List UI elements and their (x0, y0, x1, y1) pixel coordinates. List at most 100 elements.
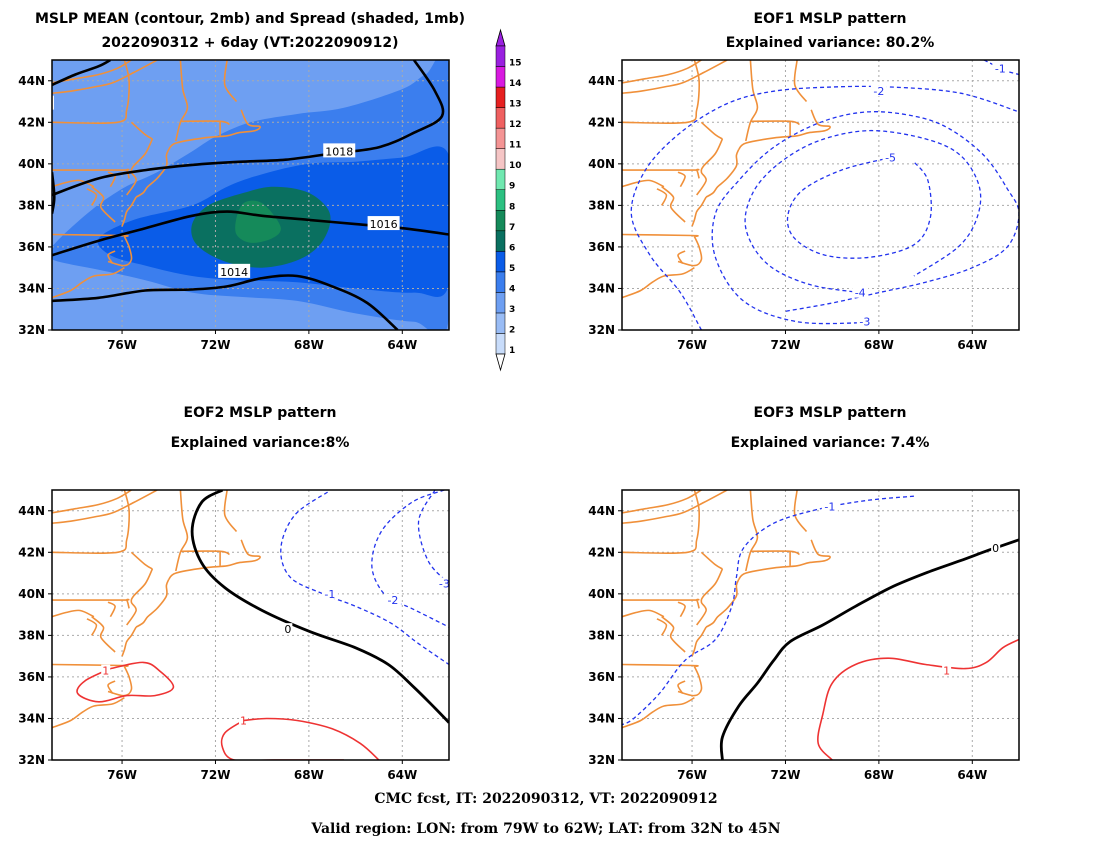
coastline (223, 490, 238, 533)
colorbar-swatch-11 (495, 127, 506, 149)
contour-label-box (283, 623, 293, 635)
colorbar-swatch-5 (495, 251, 506, 273)
colorbar-tick-label: 7 (509, 223, 515, 233)
x-tick-label: 68W (294, 768, 324, 782)
x-tick-label: 72W (771, 338, 801, 352)
coastline (661, 186, 686, 223)
y-tick-label: 42N (18, 115, 45, 129)
coastline (793, 60, 808, 103)
contour-label: 1 (240, 715, 247, 728)
coastline (700, 551, 723, 570)
y-tick-label: 32N (18, 323, 45, 337)
y-tick-label: 36N (18, 240, 45, 254)
contour-label: 0 (284, 623, 291, 636)
contour-label: 1018 (24, 98, 52, 111)
coastline (700, 121, 723, 140)
colorbar-tick-label: 14 (509, 79, 522, 89)
y-tick-label: 36N (18, 670, 45, 684)
colorbar-bottom-arrow (495, 353, 506, 372)
contour-label: -3 (439, 577, 450, 590)
y-tick-label: 44N (588, 504, 615, 518)
contour-label-box (991, 542, 1001, 554)
coastline (52, 168, 130, 179)
contour-label: 0 (992, 542, 999, 555)
coastline (135, 578, 170, 628)
coastline (130, 121, 153, 140)
y-tick-label: 40N (18, 587, 45, 601)
colorbar-tick-label: 12 (509, 120, 522, 130)
eof3-title: EOF3 MSLP pattern (754, 405, 907, 421)
y-tick-label: 38N (588, 628, 615, 642)
x-tick-label: 64W (387, 338, 417, 352)
contour-label: 1016 (370, 218, 398, 231)
coastline (705, 148, 740, 198)
colorbar-tick-label: 2 (509, 325, 515, 335)
x-tick-label: 64W (387, 768, 417, 782)
contour-label-box (323, 143, 356, 158)
coastline (130, 551, 153, 570)
colorbar-swatch-7 (495, 210, 506, 232)
eof2-contour-1 (76, 661, 175, 703)
mean-contour-1018 (52, 60, 445, 197)
contour-label-box (821, 500, 838, 512)
coastline (86, 188, 98, 206)
coastline (622, 168, 700, 179)
coastline (622, 696, 695, 729)
contour-label-box (436, 577, 449, 589)
coastline (135, 148, 170, 198)
colorbar-swatch-6 (495, 230, 506, 252)
contour-label-box (852, 286, 869, 298)
y-tick-label: 34N (588, 281, 615, 295)
colorbar-top-arrow (495, 28, 506, 47)
contour-label-box (321, 587, 338, 599)
contour-label: -1 (995, 62, 1006, 75)
contour-label: -1 (324, 588, 335, 601)
coastline (52, 490, 130, 555)
colorbar-tick-label: 1 (509, 346, 515, 356)
colorbar-swatch-13 (495, 86, 506, 108)
contour-label: 1014 (220, 266, 248, 279)
x-tick-label: 64W (957, 338, 987, 352)
eof2-coastlines (52, 490, 261, 729)
y-tick-label: 44N (18, 74, 45, 88)
eof1-contour-neg4 (744, 129, 982, 294)
y-tick-label: 40N (588, 587, 615, 601)
contour-label-box (992, 62, 1009, 74)
eof2-contour-1 (220, 719, 344, 760)
colorbar-tick-label: 4 (509, 284, 515, 294)
y-tick-label: 38N (588, 198, 615, 212)
contour-label-box (101, 664, 111, 676)
footer-valid-region: Valid region: LON: from 79W to 62W; LAT:… (310, 821, 780, 837)
contour-label: 1 (102, 665, 109, 678)
coastline (52, 60, 158, 94)
y-tick-label: 42N (18, 545, 45, 559)
coastline (691, 626, 707, 657)
coastline (52, 490, 158, 524)
coastline (126, 138, 154, 196)
y-tick-label: 36N (588, 670, 615, 684)
coastline (107, 171, 116, 188)
coastline (677, 680, 686, 694)
coastline (696, 138, 724, 196)
eof2-panel: 0 -1 -2 -3 1 1 76W 72W 68W 64W 32N 34N 36N 38N 40N 42N 4… (18, 489, 450, 782)
colorbar-tick-label: 11 (509, 141, 522, 151)
x-tick-label: 68W (864, 338, 894, 352)
mean-title: MSLP MEAN (contour, 2mb) and Spread (sha… (35, 11, 465, 27)
coastline (677, 666, 703, 697)
mean-contour-1018 (52, 60, 112, 87)
eof2-contour-neg1 (280, 491, 449, 666)
eof3-contour-neg1 (622, 495, 914, 726)
contour-label: -2 (873, 85, 884, 98)
eof1-coastlines (622, 60, 831, 299)
y-tick-label: 38N (18, 628, 45, 642)
coastline (121, 626, 137, 657)
coastline (223, 60, 238, 103)
x-tick-label: 76W (107, 338, 137, 352)
y-tick-label: 44N (588, 74, 615, 88)
eof2-title: EOF2 MSLP pattern (184, 405, 337, 421)
coastline (745, 490, 759, 572)
contour-label-box (384, 594, 401, 606)
x-tick-label: 64W (957, 768, 987, 782)
eof1-panel: -1 -2 -3 -4 -5 76W 72W 68W 64W 32N 34N 36N 38N 40N 42N… (588, 59, 1020, 352)
coastline (168, 109, 261, 150)
